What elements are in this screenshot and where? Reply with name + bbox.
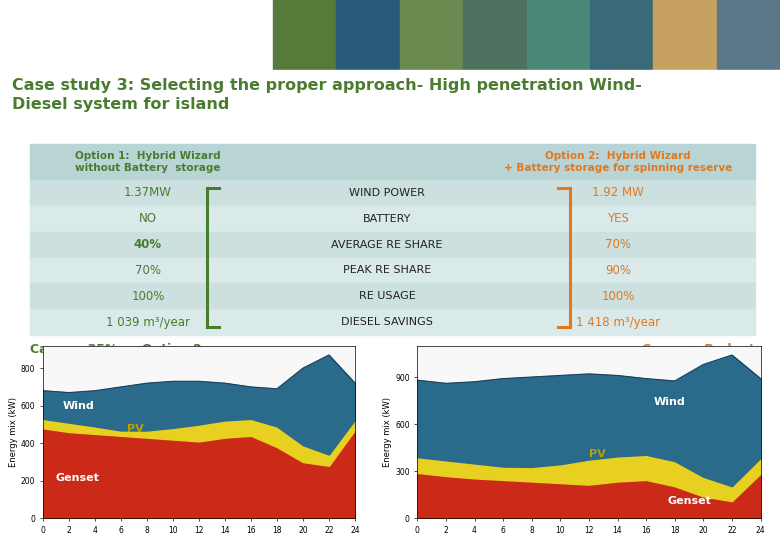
- Text: 90%: 90%: [605, 264, 631, 277]
- Bar: [273, 0, 336, 70]
- Bar: [0, 70, 780, 73]
- Bar: [526, 0, 590, 70]
- Bar: [0, 70, 780, 540]
- Text: PEAK RE SHARE: PEAK RE SHARE: [343, 266, 431, 275]
- Text: 100%: 100%: [131, 290, 165, 303]
- Text: 70%: 70%: [135, 264, 161, 277]
- Text: 40%: 40%: [134, 238, 162, 251]
- Text: PV: PV: [127, 424, 144, 434]
- Text: NO: NO: [139, 212, 157, 225]
- Text: YES: YES: [607, 212, 629, 225]
- Text: WIND POWER: WIND POWER: [349, 188, 425, 198]
- Bar: [30, 258, 755, 284]
- Text: Option 2:  Hybrid Wizard
+ Battery storage for spinning reserve: Option 2: Hybrid Wizard + Battery storag…: [504, 151, 732, 173]
- Text: Capex: -35% vs Option 2: Capex: -35% vs Option 2: [30, 342, 202, 355]
- Text: AVERAGE RE SHARE: AVERAGE RE SHARE: [332, 240, 443, 249]
- Text: Wind: Wind: [654, 397, 685, 407]
- Bar: [463, 0, 526, 70]
- Bar: [30, 144, 755, 180]
- Text: 70%: 70%: [605, 238, 631, 251]
- Text: 1 418 m³/year: 1 418 m³/year: [576, 315, 660, 328]
- Text: 1 039 m³/year: 1 039 m³/year: [106, 315, 190, 328]
- Text: PV: PV: [589, 449, 605, 459]
- Y-axis label: Energy mix (kW): Energy mix (kW): [383, 397, 392, 467]
- Text: Genset: Genset: [668, 496, 711, 507]
- Bar: [30, 206, 755, 232]
- Text: Capex > Budget: Capex > Budget: [642, 342, 755, 355]
- Y-axis label: Energy mix (kW): Energy mix (kW): [9, 397, 18, 467]
- Text: Wind: Wind: [62, 401, 94, 411]
- Text: BATTERY: BATTERY: [363, 214, 411, 224]
- Bar: [717, 0, 780, 70]
- Text: 1.37MW: 1.37MW: [124, 186, 172, 199]
- Text: 100%: 100%: [601, 290, 635, 303]
- Bar: [30, 232, 755, 258]
- Bar: [0, 0, 273, 70]
- Text: 1.92 MW: 1.92 MW: [592, 186, 644, 199]
- Bar: [30, 180, 755, 206]
- Bar: [399, 0, 463, 70]
- Text: DIESEL SAVINGS: DIESEL SAVINGS: [341, 317, 433, 327]
- Bar: [654, 0, 717, 70]
- Text: RE USAGE: RE USAGE: [359, 291, 416, 301]
- Text: Genset: Genset: [56, 473, 100, 483]
- Bar: [30, 309, 755, 335]
- Text: Option 1:  Hybrid Wizard
without Battery  storage: Option 1: Hybrid Wizard without Battery …: [75, 151, 221, 173]
- Bar: [336, 0, 399, 70]
- Bar: [590, 0, 654, 70]
- Bar: [30, 284, 755, 309]
- Text: Case study 3: Selecting the proper approach- High penetration Wind-
Diesel syste: Case study 3: Selecting the proper appro…: [12, 78, 642, 112]
